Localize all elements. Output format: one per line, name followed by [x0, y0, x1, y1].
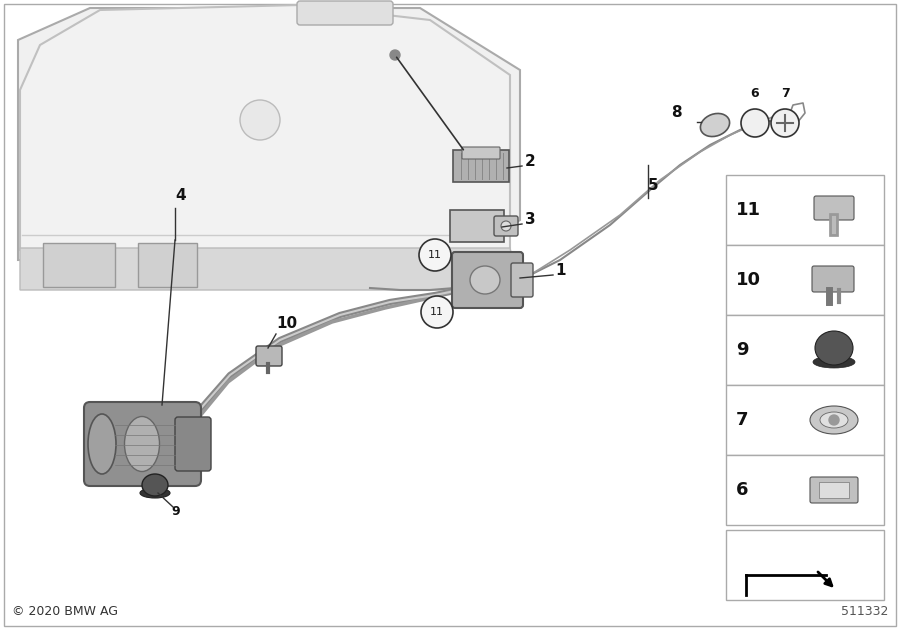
Text: 10: 10	[276, 316, 297, 331]
Circle shape	[829, 415, 839, 425]
Polygon shape	[20, 248, 520, 290]
Ellipse shape	[124, 416, 159, 471]
Text: 3: 3	[525, 212, 535, 227]
Text: 11: 11	[428, 250, 442, 260]
Text: © 2020 BMW AG: © 2020 BMW AG	[12, 605, 118, 618]
Text: 6: 6	[736, 481, 749, 499]
Text: 511332: 511332	[841, 605, 888, 618]
FancyBboxPatch shape	[175, 417, 211, 471]
Circle shape	[501, 221, 511, 231]
Text: 9: 9	[171, 505, 180, 518]
Circle shape	[421, 296, 453, 328]
Ellipse shape	[820, 412, 848, 428]
Ellipse shape	[142, 474, 168, 496]
FancyBboxPatch shape	[726, 385, 884, 455]
Text: 5: 5	[648, 178, 659, 193]
Ellipse shape	[470, 266, 500, 294]
Polygon shape	[18, 8, 520, 260]
FancyBboxPatch shape	[726, 175, 884, 245]
Ellipse shape	[815, 331, 853, 365]
Text: 7: 7	[781, 87, 790, 100]
FancyBboxPatch shape	[43, 243, 115, 287]
FancyBboxPatch shape	[297, 1, 393, 25]
Text: 4: 4	[175, 188, 185, 203]
Circle shape	[419, 239, 451, 271]
Ellipse shape	[813, 356, 855, 368]
Text: 7: 7	[736, 411, 749, 429]
Polygon shape	[20, 5, 510, 250]
Ellipse shape	[140, 488, 170, 498]
FancyBboxPatch shape	[450, 210, 504, 242]
FancyBboxPatch shape	[726, 455, 884, 525]
FancyBboxPatch shape	[494, 216, 518, 236]
FancyBboxPatch shape	[726, 530, 884, 600]
Circle shape	[390, 50, 400, 60]
FancyBboxPatch shape	[810, 477, 858, 503]
Text: 6: 6	[750, 87, 759, 100]
Text: 2: 2	[525, 154, 535, 169]
FancyBboxPatch shape	[726, 245, 884, 315]
Circle shape	[240, 100, 280, 140]
Circle shape	[741, 109, 769, 137]
FancyBboxPatch shape	[812, 266, 854, 292]
FancyBboxPatch shape	[511, 263, 533, 297]
FancyBboxPatch shape	[819, 482, 849, 498]
FancyBboxPatch shape	[138, 243, 197, 287]
Ellipse shape	[88, 414, 116, 474]
FancyBboxPatch shape	[452, 252, 523, 308]
Text: 8: 8	[671, 105, 681, 120]
Circle shape	[771, 109, 799, 137]
Ellipse shape	[700, 113, 730, 137]
FancyBboxPatch shape	[726, 315, 884, 385]
FancyBboxPatch shape	[84, 402, 201, 486]
FancyBboxPatch shape	[814, 196, 854, 220]
Text: 9: 9	[736, 341, 749, 359]
Text: 11: 11	[430, 307, 444, 317]
Text: 1: 1	[555, 263, 565, 278]
Text: 10: 10	[736, 271, 761, 289]
Text: 11: 11	[736, 201, 761, 219]
FancyBboxPatch shape	[453, 150, 509, 182]
Ellipse shape	[810, 406, 858, 434]
FancyBboxPatch shape	[462, 147, 500, 159]
FancyBboxPatch shape	[256, 346, 282, 366]
